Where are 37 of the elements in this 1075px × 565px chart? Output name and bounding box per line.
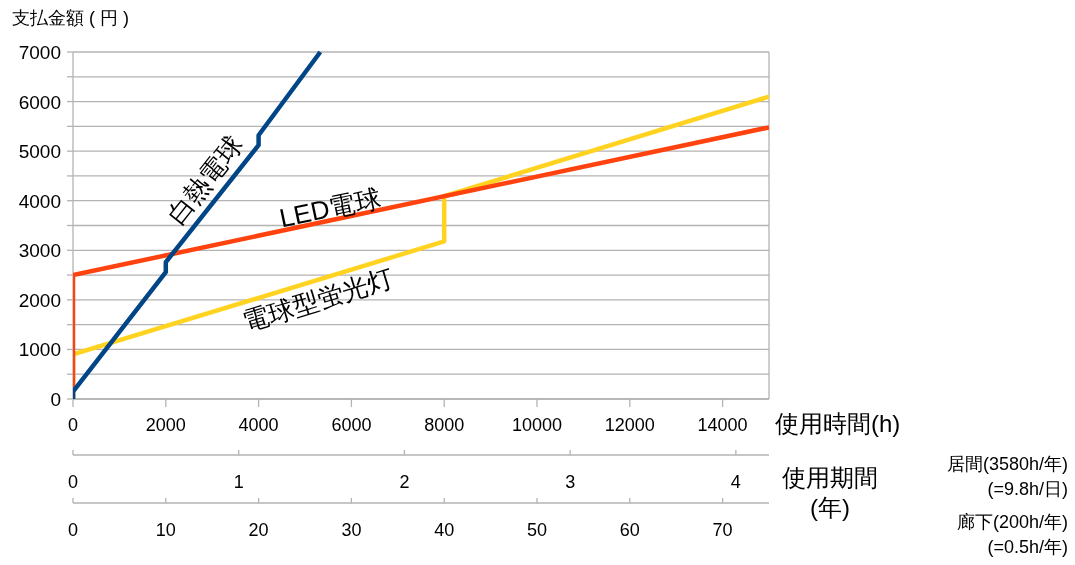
text: 10 bbox=[155, 520, 176, 540]
x-axis-title: 使用時間(h) bbox=[775, 410, 901, 437]
x-tick-label: 12000 bbox=[604, 415, 655, 435]
y-tick-label: 3000 bbox=[18, 240, 61, 262]
text: 40 bbox=[434, 520, 455, 540]
y-tick-label: 1000 bbox=[18, 339, 61, 361]
text: 廊下(200h/年) (=0.5h/年) bbox=[956, 512, 1068, 557]
text: 居間(3580h/年) (=9.8h/日) bbox=[946, 454, 1068, 499]
x2-tick-label: 4 bbox=[730, 472, 741, 492]
x2-tick-label: 0 bbox=[67, 472, 79, 492]
x2-tick-label: 2 bbox=[399, 472, 410, 492]
x2-tick-label: 3 bbox=[565, 472, 576, 492]
y-tick-label: 4000 bbox=[18, 190, 61, 212]
x-tick-label: 2000 bbox=[145, 415, 186, 435]
x-tick-label: 14000 bbox=[697, 415, 748, 435]
text: 0 bbox=[67, 520, 79, 540]
y-tick-label: 6000 bbox=[18, 91, 61, 113]
text: 50 bbox=[526, 520, 548, 540]
x-tick-label: 4000 bbox=[238, 415, 279, 435]
text: 白熱電球 bbox=[160, 129, 250, 231]
y-tick-label: 2000 bbox=[18, 289, 61, 311]
y-tick-label: 7000 bbox=[18, 42, 61, 63]
x2-tick-label: 1 bbox=[233, 472, 244, 492]
text: LED電球 bbox=[276, 182, 384, 234]
x2-axis-title: 使用期間 (年) bbox=[782, 464, 878, 521]
text: 60 bbox=[619, 520, 640, 540]
y-axis-title: 支払金額 ( 円 ) bbox=[12, 8, 129, 28]
text: 20 bbox=[248, 520, 269, 540]
text: 30 bbox=[341, 520, 362, 540]
y-tick-label: 0 bbox=[50, 389, 61, 410]
x-tick-label: 8000 bbox=[424, 415, 465, 435]
y-tick-label: 5000 bbox=[18, 141, 61, 163]
text: 電球型蛍光灯 bbox=[239, 262, 397, 338]
x-tick-label: 10000 bbox=[511, 415, 563, 435]
text: 70 bbox=[712, 520, 733, 540]
x-tick-label: 0 bbox=[67, 415, 79, 435]
x-tick-label: 6000 bbox=[331, 415, 372, 435]
